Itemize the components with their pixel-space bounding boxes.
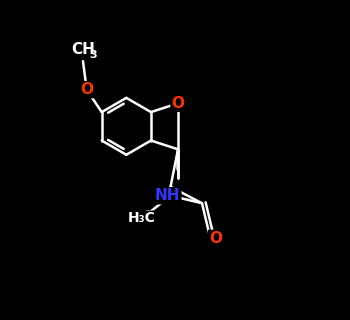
Text: C: C [141,212,152,227]
Text: NH: NH [155,188,180,203]
Text: H₃C: H₃C [128,211,156,225]
Text: 3: 3 [144,210,152,220]
Text: O: O [209,231,222,246]
Text: 3: 3 [89,50,97,60]
Text: O: O [172,96,184,111]
Text: H: H [129,215,138,225]
Text: O: O [80,82,93,97]
Text: CH: CH [71,43,95,57]
